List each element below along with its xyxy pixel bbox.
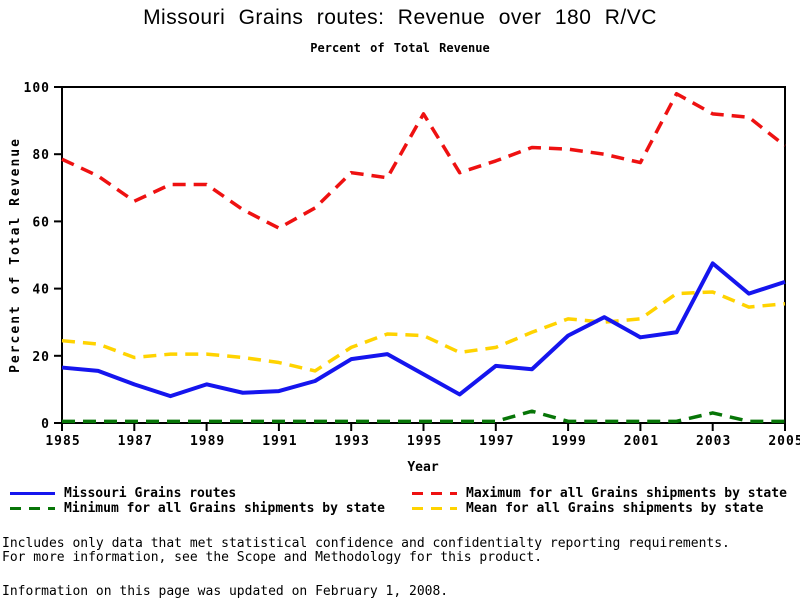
series-line-1 xyxy=(61,91,787,230)
x-tick-label: 1995 xyxy=(407,434,442,449)
updated-date-note: Information on this page was updated on … xyxy=(2,584,449,599)
x-tick-label: 2005 xyxy=(768,434,800,449)
y-tick-label: 0 xyxy=(41,417,50,432)
chart-title: Missouri Grains routes: Revenue over 180… xyxy=(143,6,657,29)
x-tick-label: 1999 xyxy=(551,434,586,449)
x-tick-label: 1997 xyxy=(479,434,514,449)
x-tick-label: 1985 xyxy=(45,434,80,449)
legend-line-sample-solid-blue xyxy=(10,492,55,495)
legend-item-maximum: Maximum for all Grains shipments by stat… xyxy=(412,486,787,501)
legend-line-sample-dashed-yellow xyxy=(412,507,457,510)
y-tick-label: 60 xyxy=(32,215,50,230)
x-tick-label: 1991 xyxy=(262,434,297,449)
legend-item-mean: Mean for all Grains shipments by state xyxy=(412,501,763,516)
x-tick-label: 2001 xyxy=(624,434,659,449)
series-line-2 xyxy=(62,409,785,424)
legend-label: Missouri Grains routes xyxy=(64,486,237,501)
y-tick-label: 100 xyxy=(24,81,50,96)
legend-line-sample-dashed-red xyxy=(412,492,457,495)
y-tick-label: 80 xyxy=(32,148,50,163)
legend-item-minimum: Minimum for all Grains shipments by stat… xyxy=(10,501,385,516)
legend-label: Minimum for all Grains shipments by stat… xyxy=(64,501,385,516)
footnote-line-2: For more information, see the Scope and … xyxy=(2,550,543,565)
plot-area: 0 20 40 60 80 100 1985 1987 1989 1991 1993 1995 1997… xyxy=(24,81,800,449)
x-tick-label: 1993 xyxy=(335,434,370,449)
footnote-line-1: Includes only data that met statistical … xyxy=(2,536,730,551)
x-tick-label: 2003 xyxy=(696,434,731,449)
x-tick-label: 1989 xyxy=(190,434,225,449)
y-tick-label: 40 xyxy=(32,283,50,298)
y-tick-label: 20 xyxy=(32,350,50,365)
series-line-3 xyxy=(61,290,786,373)
series-line-0 xyxy=(61,261,786,399)
legend-label: Maximum for all Grains shipments by stat… xyxy=(466,486,787,501)
x-tick-label: 1987 xyxy=(118,434,153,449)
x-axis-title: Year xyxy=(407,460,439,475)
legend-line-sample-dashed-green xyxy=(10,507,55,510)
chart-subtitle: Percent of Total Revenue xyxy=(310,41,490,55)
legend-item-missouri-grains-routes: Missouri Grains routes xyxy=(10,486,236,501)
legend-label: Mean for all Grains shipments by state xyxy=(466,501,764,516)
